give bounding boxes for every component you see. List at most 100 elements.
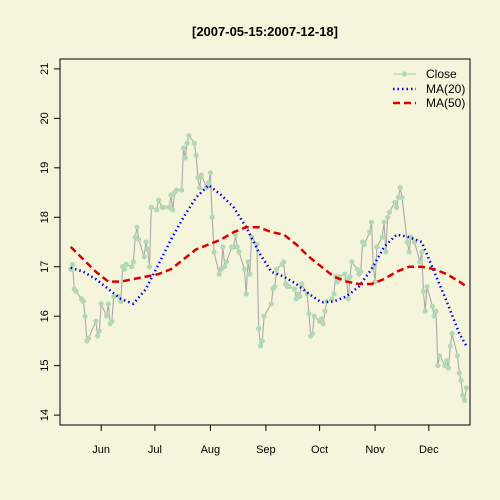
x-tick-label: Oct [311,444,328,456]
close-point [243,291,249,297]
x-tick-label: Sep [256,444,276,456]
close-point [392,199,398,205]
y-tick-label: 16 [39,310,51,322]
close-point [130,259,136,265]
close-point [259,338,265,344]
close-point [399,194,405,201]
close-point [320,321,326,327]
close-point [444,358,450,364]
close-point [334,279,341,285]
close-point [372,279,378,285]
close-point [345,296,351,302]
axes: 14 15 16 17 18 19 20 21 Jun Jul Aug Sep Oct Nov Dec [39,63,439,456]
close-point [184,140,190,146]
close-point [361,241,367,248]
close-point [291,286,298,292]
close-point [206,180,212,186]
close-point [111,293,117,299]
close-point [236,249,242,255]
close-point [454,353,461,359]
close-point [247,271,253,277]
close-point [220,244,226,250]
close-point [69,261,76,267]
close-point [458,377,464,384]
close-point [109,318,115,324]
close-point [429,303,435,309]
close-point [245,259,251,265]
close-point [197,185,203,191]
close-point [145,246,151,252]
x-tick-label: Dec [419,444,439,456]
close-point [261,313,267,319]
close-point [431,313,437,319]
close-point [435,363,441,369]
close-point [234,244,240,250]
close-point [420,288,426,295]
close-point [347,274,353,280]
close-point [437,353,443,359]
close-point [211,249,217,255]
x-tick-label: Aug [201,444,221,456]
close-point [274,266,280,272]
close-point [93,318,99,324]
close-point [309,330,315,337]
close-point [299,281,305,287]
legend-close-marker [401,71,408,77]
close-point [105,301,111,307]
close-point [272,283,278,290]
close-point [331,291,337,297]
close-point [460,392,466,398]
close-point [449,330,455,337]
close-point [342,271,348,277]
y-tick-label: 19 [39,162,51,174]
close-point [447,343,453,349]
close-point [232,232,239,238]
close-point [73,288,79,295]
close-point [86,335,92,341]
close-point [379,234,385,240]
close-point [395,194,401,201]
close-point [198,172,204,178]
close-point [349,259,355,265]
y-tick-label: 15 [39,360,51,372]
close-point [223,259,230,265]
y-tick-label: 21 [39,63,51,75]
close-point [406,249,412,255]
close-point [394,204,400,210]
close-point [257,343,264,349]
close-point [68,266,74,272]
close-point [161,204,167,210]
close-point [146,264,153,270]
close-point [383,249,389,255]
close-point [329,296,335,302]
close-point [386,209,392,215]
close-point [82,313,88,319]
close-point [143,239,149,245]
close-point [433,308,439,314]
close-point [463,385,469,391]
close-point [95,333,101,339]
close-point [148,204,154,210]
close-point [121,266,128,272]
close-point [268,301,274,307]
close-point [358,269,364,275]
close-point [207,170,213,176]
x-tick-label: Jul [148,444,162,456]
close-point [281,259,287,265]
legend-ma20-label: MA(20) [426,82,465,96]
close-point [456,370,462,376]
plot-area [68,133,469,403]
close-point [368,219,375,225]
close-point [191,140,197,146]
legend: Close MA(20) MA(50) [393,67,465,110]
close-point [136,236,142,243]
close-point [297,293,303,299]
legend-close-label: Close [426,67,457,81]
x-tick-label: Nov [365,444,385,456]
close-point [419,249,425,255]
close-point [98,301,104,307]
close-point [173,187,179,193]
close-point [462,397,468,403]
close-point [141,254,147,260]
